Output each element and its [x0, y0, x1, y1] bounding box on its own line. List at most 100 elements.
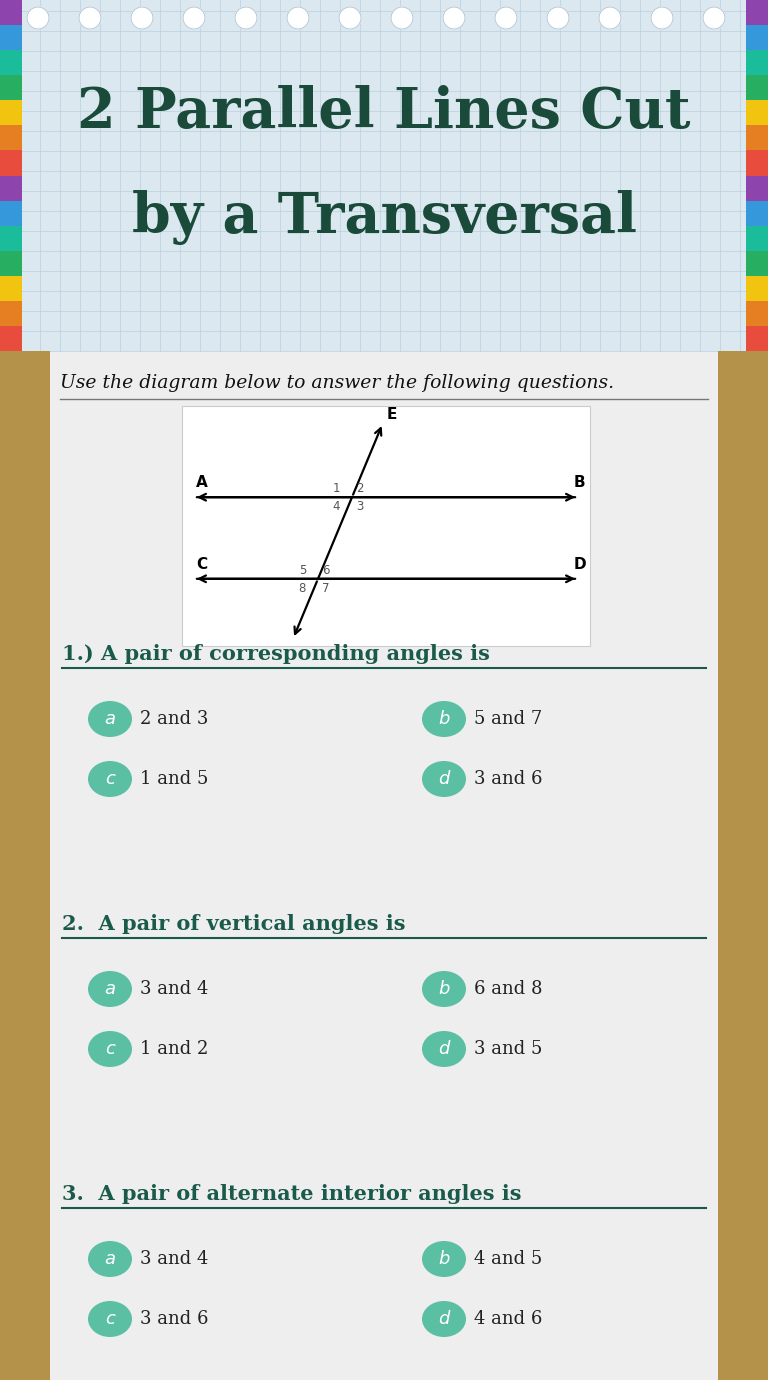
Bar [746, 76, 768, 101]
Bar [0, 301, 22, 326]
Text: c: c [105, 1041, 115, 1058]
Bar [0, 50, 22, 76]
Text: 3 and 6: 3 and 6 [140, 1310, 208, 1328]
Circle shape [495, 7, 517, 29]
Bar [0, 326, 22, 351]
Circle shape [79, 7, 101, 29]
Circle shape [599, 7, 621, 29]
Circle shape [443, 7, 465, 29]
Ellipse shape [88, 1241, 132, 1277]
Text: C: C [196, 556, 207, 571]
Text: Use the diagram below to answer the following questions.: Use the diagram below to answer the foll… [60, 374, 614, 392]
Text: 3 and 5: 3 and 5 [474, 1041, 542, 1058]
Text: c: c [105, 770, 115, 788]
Bar [0, 175, 22, 200]
Ellipse shape [88, 972, 132, 1007]
Text: 4: 4 [333, 500, 340, 513]
Ellipse shape [422, 972, 466, 1007]
Bar [746, 0, 768, 25]
Text: 6 and 8: 6 and 8 [474, 980, 542, 998]
Ellipse shape [422, 1301, 466, 1337]
Text: 3.  A pair of alternate interior angles is: 3. A pair of alternate interior angles i… [62, 1184, 521, 1203]
Text: 2.  A pair of vertical angles is: 2. A pair of vertical angles is [62, 914, 406, 934]
Text: 6: 6 [322, 564, 329, 577]
Text: D: D [574, 556, 587, 571]
Text: b: b [439, 1250, 450, 1268]
Text: 4 and 5: 4 and 5 [474, 1250, 542, 1268]
Text: 1 and 2: 1 and 2 [140, 1041, 208, 1058]
Bar [746, 226, 768, 251]
Text: 3 and 4: 3 and 4 [140, 1250, 208, 1268]
Text: a: a [104, 709, 115, 729]
Bar [746, 126, 768, 150]
Bar [746, 251, 768, 276]
Bar [0, 150, 22, 175]
Circle shape [703, 7, 725, 29]
Bar [0, 276, 22, 301]
Text: d: d [439, 770, 450, 788]
Text: 4 and 6: 4 and 6 [474, 1310, 542, 1328]
Text: a: a [104, 980, 115, 998]
Bar [0, 126, 22, 150]
Ellipse shape [88, 1301, 132, 1337]
Bar [0, 251, 22, 276]
Bar [0, 200, 22, 226]
Bar [182, 406, 590, 646]
Text: A: A [196, 475, 208, 490]
Bar [0, 25, 22, 50]
Ellipse shape [88, 1031, 132, 1067]
Bar [746, 50, 768, 76]
Text: 1 and 5: 1 and 5 [140, 770, 208, 788]
Text: 1: 1 [333, 482, 340, 495]
Text: 3 and 6: 3 and 6 [474, 770, 542, 788]
Bar [746, 200, 768, 226]
Ellipse shape [422, 760, 466, 798]
Ellipse shape [88, 760, 132, 798]
Bar [0, 0, 768, 351]
Bar [0, 351, 768, 1380]
Text: 7: 7 [322, 582, 329, 595]
Text: 8: 8 [299, 582, 306, 595]
Text: d: d [439, 1310, 450, 1328]
Circle shape [339, 7, 361, 29]
Ellipse shape [422, 1241, 466, 1277]
Bar [746, 301, 768, 326]
Circle shape [547, 7, 569, 29]
Text: 2: 2 [356, 482, 363, 495]
Bar [0, 76, 22, 101]
Text: 5: 5 [299, 564, 306, 577]
Circle shape [27, 7, 49, 29]
Bar [746, 101, 768, 126]
Bar [746, 175, 768, 200]
Ellipse shape [422, 1031, 466, 1067]
Text: a: a [104, 1250, 115, 1268]
Circle shape [287, 7, 309, 29]
Circle shape [391, 7, 413, 29]
Text: 1.) A pair of corresponding angles is: 1.) A pair of corresponding angles is [62, 644, 490, 664]
Bar [746, 150, 768, 175]
Bar [746, 276, 768, 301]
Bar [746, 25, 768, 50]
Ellipse shape [88, 701, 132, 737]
Text: b: b [439, 980, 450, 998]
Bar [0, 101, 22, 126]
Bar [0, 0, 22, 25]
Text: 3: 3 [356, 500, 363, 513]
Circle shape [235, 7, 257, 29]
Text: by a Transversal: by a Transversal [131, 190, 637, 246]
Circle shape [131, 7, 153, 29]
Bar [718, 351, 768, 1380]
Bar [0, 351, 50, 1380]
Text: 3 and 4: 3 and 4 [140, 980, 208, 998]
Text: 5 and 7: 5 and 7 [474, 709, 542, 729]
Text: c: c [105, 1310, 115, 1328]
Text: B: B [574, 475, 586, 490]
Bar [746, 326, 768, 351]
Text: d: d [439, 1041, 450, 1058]
Text: 2 and 3: 2 and 3 [140, 709, 208, 729]
Text: 2 Parallel Lines Cut: 2 Parallel Lines Cut [78, 84, 690, 139]
Text: E: E [387, 407, 397, 422]
Text: b: b [439, 709, 450, 729]
Ellipse shape [422, 701, 466, 737]
Circle shape [183, 7, 205, 29]
